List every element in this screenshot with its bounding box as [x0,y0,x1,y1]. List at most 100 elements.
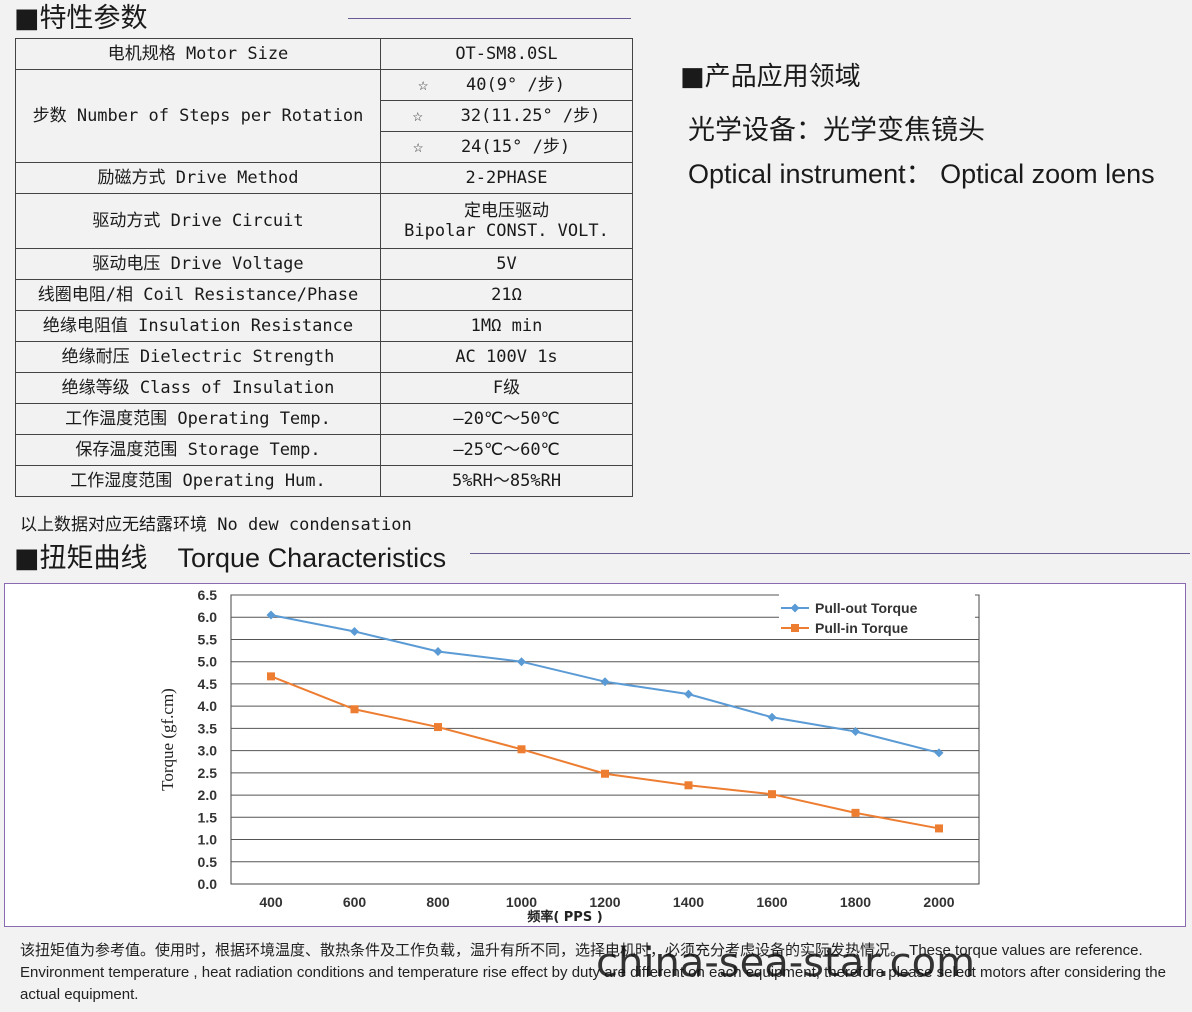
plot-area [230,594,980,885]
legend-marker [790,603,800,613]
y-tick-label: 5.0 [198,654,218,670]
row-value: 1MΩ min [380,310,633,342]
row-label: 驱动电压 Drive Voltage [15,248,381,280]
x-tick-label: 400 [259,894,283,910]
legend-label: Pull-out Torque [815,600,918,616]
x-tick-label: 1600 [756,894,787,910]
data-point [935,824,943,833]
y-tick-label: 1.5 [198,809,218,825]
row-label: 步数 Number of Steps per Rotation [15,69,381,163]
table-row: 绝缘耐压 Dielectric Strength AC 100V 1s [15,341,633,373]
data-point [517,657,526,667]
data-point [601,769,609,778]
y-tick-label: 5.5 [198,631,218,647]
y-tick-label: 0.5 [198,854,218,870]
x-tick-label: 600 [343,894,367,910]
torque-title-cn: ■扭矩曲线 [14,543,148,574]
x-axis-label: 频率( PPS ) [527,909,602,925]
row-label: 励磁方式 Drive Method [15,162,381,194]
torque-chart-svg: 0.0 0.5 1.0 1.5 2.0 2.5 3.0 3.5 4.0 4.5 5.0 5.5 6.0 6… [158,587,980,925]
row-value: ☆ 32(11.25° /步) [380,100,633,132]
row-label: 绝缘电阻值 Insulation Resistance [15,310,381,342]
y-tick-label: 0.0 [198,876,218,892]
table-row: 绝缘电阻值 Insulation Resistance 1MΩ min [15,310,633,342]
watermark: china-sea-star.com [596,940,976,986]
table-row: 驱动方式 Drive Circuit 定电压驱动 Bipolar CONST. V… [15,193,633,249]
torque-title-en: Torque Characteristics [177,543,447,573]
torque-divider [470,553,1190,554]
table-row: 电机规格 Motor Size OT-SM8.0SL [15,38,633,70]
x-tick-label: 800 [426,894,450,910]
condensation-note: 以上数据对应无结露环境 No dew condensation [20,515,412,535]
table-row: 工作湿度范围 Operating Hum. 5%RH～85%RH [15,465,633,497]
x-tick-label: 2000 [923,894,954,910]
row-label: 工作温度范围 Operating Temp. [15,403,381,435]
x-tick-label: 1800 [840,894,871,910]
row-label: 绝缘耐压 Dielectric Strength [15,341,381,373]
table-row: 驱动电压 Drive Voltage 5V [15,248,633,280]
table-row: 保存温度范围 Storage Temp. —25℃～60℃ [15,434,633,466]
data-point [851,808,860,817]
application-line-en: Optical instrument： Optical zoom lens [688,159,1155,189]
table-row: ☆ 24(15° /步) [16,131,633,163]
footnote: 该扭矩值为参考值。使用时，根据环境温度、散热条件及工作负载，温升有所不同，选择电… [20,942,1166,1003]
data-point [851,726,860,736]
row-value: 2-2PHASE [380,162,633,194]
row-label: 工作湿度范围 Operating Hum. [15,465,381,497]
y-tick-label: 6.5 [198,587,218,603]
legend-marker [791,624,799,632]
row-label: 驱动方式 Drive Circuit [15,193,381,249]
row-value: ☆ 40(9° /步) [380,69,633,101]
x-tick-label: 1400 [673,894,704,910]
table-row: 绝缘等级 Class of Insulation F级 [15,372,633,404]
title-divider [348,18,631,19]
data-point [267,672,275,681]
row-value: —20℃～50℃ [380,403,633,435]
star-icon: ☆ [418,75,429,95]
star-icon: ☆ [412,106,423,126]
data-point [266,610,276,620]
table-row: 励磁方式 Drive Method 2-2PHASE [15,162,633,194]
row-label: 绝缘等级 Class of Insulation [15,372,381,404]
y-tick-label: 6.0 [198,609,218,625]
y-tick-label: 3.5 [198,720,218,736]
star-icon: ☆ [412,137,424,157]
data-point [768,790,776,799]
row-value: —25℃～60℃ [380,434,633,466]
y-tick-label: 1.0 [198,832,218,848]
x-tick-label: 1200 [589,894,620,910]
legend-label: Pull-in Torque [815,620,908,636]
table-row: ☆ 32(11.25° /步) [16,100,633,132]
row-value: AC 100V 1s [380,341,633,373]
x-tick-label: 1000 [506,894,537,910]
spec-section-title: ■特性参数 [14,3,148,34]
data-point [600,677,610,687]
row-value: ☆ 24(15° /步) [380,131,633,163]
data-point [767,712,777,722]
data-point [684,689,693,699]
data-point [350,626,359,636]
torque-section-title: ■扭矩曲线 Torque Characteristics [14,536,446,575]
legend-box [779,594,975,638]
row-value: 定电压驱动 Bipolar CONST. VOLT. [380,193,633,249]
y-tick-label: 4.0 [198,698,218,714]
spec-table: 电机规格 Motor Size OT-SM8.0SL 步数 Number of … [15,38,633,497]
row-value: 5V [380,248,633,280]
data-point [684,781,693,790]
y-tick-label: 3.0 [198,743,218,759]
data-point [517,745,526,754]
row-label: 线圈电阻/相 Coil Resistance/Phase [15,279,381,311]
row-label: 保存温度范围 Storage Temp. [15,434,381,466]
data-point [934,748,944,758]
data-point [433,646,443,656]
data-point [350,705,359,714]
table-row: 线圈电阻/相 Coil Resistance/Phase 21Ω [15,279,633,311]
y-tick-label: 2.5 [198,765,218,781]
row-value: OT-SM8.0SL [380,38,633,70]
row-value: 21Ω [380,279,633,311]
application-line-cn: 光学设备：光学变焦镜头 [688,115,985,146]
application-title: ■产品应用领域 [680,62,861,92]
y-tick-label: 4.5 [198,676,218,692]
torque-chart: 0.0 0.5 1.0 1.5 2.0 2.5 3.0 3.5 4.0 4.5 5.0 5.5 6.0 6… [4,583,1186,927]
table-row: 步数 Number of Steps per Rotation ☆ 40(9° /… [15,69,633,163]
